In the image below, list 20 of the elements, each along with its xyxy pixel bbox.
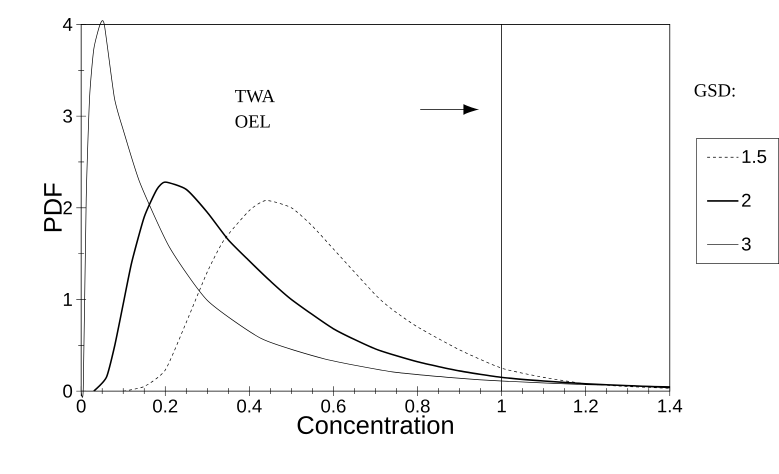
legend-label: 3 bbox=[742, 237, 751, 251]
y-tick-label: 0 bbox=[63, 384, 72, 398]
legend-label: 2 bbox=[742, 194, 751, 207]
y-tick-label: 3 bbox=[63, 109, 72, 123]
x-tick-label: 0.2 bbox=[153, 399, 178, 412]
x-tick-label: 0.8 bbox=[405, 399, 430, 412]
x-tick-label: 1.4 bbox=[658, 399, 682, 412]
y-axis-title: PDF bbox=[44, 183, 62, 231]
x-tick-label: 0 bbox=[76, 399, 86, 412]
x-axis-title: Concentration bbox=[298, 415, 453, 434]
legend-title: GSD: bbox=[694, 84, 735, 97]
y-tick-label: 4 bbox=[62, 18, 72, 31]
x-tick-label: 0.6 bbox=[321, 399, 346, 412]
y-tick-label: 2 bbox=[63, 201, 72, 214]
x-tick-label: 1 bbox=[498, 399, 506, 412]
x-tick-label: 1.2 bbox=[574, 399, 598, 412]
x-tick-label: 0.4 bbox=[237, 399, 262, 412]
y-tick-label: 1 bbox=[64, 292, 72, 306]
legend-label: 1.5 bbox=[742, 150, 766, 163]
annotation: TWA OEL bbox=[235, 90, 275, 128]
